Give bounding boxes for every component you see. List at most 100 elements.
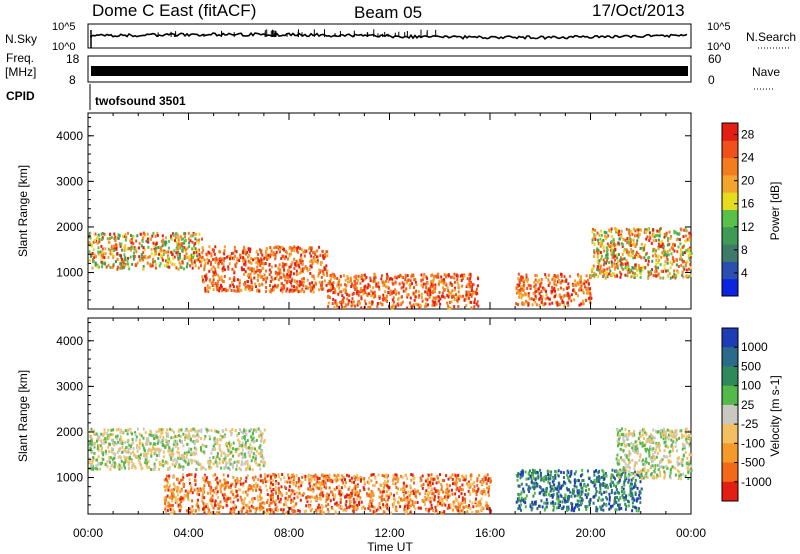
power-echo-cell xyxy=(608,261,611,265)
power-echo-cell xyxy=(217,261,220,265)
power-echo-cell xyxy=(154,234,157,238)
velocity-echo-cell xyxy=(427,473,430,477)
power-echo-cell xyxy=(269,246,272,249)
power-echo-cell xyxy=(186,246,189,250)
velocity-echo-cell xyxy=(395,505,398,509)
power-echo-cell xyxy=(385,298,387,302)
velocity-echo-cell xyxy=(315,482,318,486)
power-echo-cell xyxy=(647,276,650,280)
power-echo-cell xyxy=(128,247,131,250)
power-echo-cell xyxy=(672,257,675,261)
power-echo-cell xyxy=(317,255,319,259)
velocity-echo-cell xyxy=(482,480,485,484)
velocity-echo-cell xyxy=(185,461,187,465)
velocity-echo-cell xyxy=(383,498,386,501)
power-echo-cell xyxy=(244,258,247,262)
power-echo-cell xyxy=(391,298,394,302)
power-echo-cell xyxy=(333,288,336,292)
velocity-echo-cell xyxy=(229,462,232,466)
velocity-echo-cell xyxy=(314,508,317,512)
velocity-echo-cell xyxy=(232,465,235,469)
power-echo-cell xyxy=(348,299,351,303)
velocity-echo-cell xyxy=(280,492,283,496)
power-echo-cell xyxy=(101,232,104,235)
velocity-echo-cell xyxy=(318,506,321,510)
velocity-echo-cell xyxy=(438,499,440,503)
power-echo-cell xyxy=(283,284,286,288)
velocity-echo-cell xyxy=(199,462,202,466)
power-echo-cell xyxy=(671,275,674,279)
velocity-echo-cell xyxy=(288,488,291,492)
power-echo-cell xyxy=(292,272,295,276)
power-echo-cell xyxy=(257,260,260,263)
power-echo-cell xyxy=(367,283,370,287)
power-echo-cell xyxy=(605,246,608,250)
velocity-echo-cell xyxy=(155,434,157,438)
power-echo-cell xyxy=(651,234,654,238)
power-echo-cell xyxy=(443,278,445,282)
power-echo-cell xyxy=(290,252,292,256)
power-echo-cell xyxy=(357,278,360,282)
power-echo-cell xyxy=(651,259,654,263)
velocity-echo-cell xyxy=(260,433,263,437)
velocity-echo-cell xyxy=(163,478,166,482)
velocity-echo-cell xyxy=(280,485,283,489)
power-echo-cell xyxy=(689,262,692,266)
power-echo-cell xyxy=(331,282,334,286)
velocity-echo-cell xyxy=(173,484,176,488)
velocity-echo-cell xyxy=(422,483,425,486)
power-echo-cell xyxy=(212,250,215,253)
power-echo-cell xyxy=(154,259,156,263)
velocity-echo-cell xyxy=(161,431,164,434)
power-echo-cell xyxy=(108,241,111,245)
power-echo-cell xyxy=(378,285,381,289)
velocity-echo-cell xyxy=(146,465,149,469)
power-echo-cell xyxy=(682,235,685,239)
power-echo-cell xyxy=(576,281,579,285)
power-echo-cell xyxy=(236,278,239,282)
power-echo-cell xyxy=(574,283,577,287)
power-echo-cell xyxy=(630,238,633,242)
power-echo-cell xyxy=(334,299,337,303)
power-echo-cell xyxy=(255,285,257,288)
power-echo-cell xyxy=(277,266,280,270)
velocity-echo-cell xyxy=(191,440,194,443)
velocity-echo-cell xyxy=(243,434,246,438)
velocity-echo-cell xyxy=(194,473,197,477)
power-echo-cell xyxy=(593,251,596,255)
velocity-echo-cell xyxy=(155,458,158,462)
power-echo-cell xyxy=(630,275,633,279)
power-echo-cell xyxy=(221,267,224,271)
velocity-echo-cell xyxy=(215,430,218,433)
velocity-echo-cell xyxy=(439,473,441,477)
velocity-echo-cell xyxy=(529,469,531,473)
power-echo-cell xyxy=(203,267,206,271)
power-echo-cell xyxy=(660,255,663,259)
velocity-echo-cell xyxy=(240,460,243,464)
velocity-echo-cell xyxy=(107,445,110,449)
power-echo-cell xyxy=(616,266,619,270)
velocity-echo-cell xyxy=(310,477,313,481)
velocity-echo-cell xyxy=(298,479,301,483)
power-echo-cell xyxy=(281,261,284,265)
power-echo-cell xyxy=(148,255,151,259)
power-echo-cell xyxy=(446,286,449,290)
power-echo-cell xyxy=(538,292,541,296)
velocity-echo-cell xyxy=(204,480,207,484)
velocity-echo-cell xyxy=(108,450,110,454)
power-echo-cell xyxy=(338,286,341,290)
velocity-echo-cell xyxy=(356,490,359,494)
velocity-echo-cell xyxy=(105,449,107,453)
power-echo-cell xyxy=(112,264,115,268)
power-echo-cell xyxy=(640,228,642,232)
power-echo-cell xyxy=(397,291,400,295)
power-echo-cell xyxy=(289,273,292,277)
velocity-echo-cell xyxy=(456,508,458,512)
velocity-echo-cell xyxy=(170,436,173,440)
velocity-echo-cell xyxy=(165,486,168,490)
velocity-echo-cell xyxy=(457,477,460,481)
power-echo-cell xyxy=(684,228,687,232)
power-echo-cell xyxy=(234,249,237,253)
power-echo-cell xyxy=(597,275,600,279)
velocity-echo-cell xyxy=(403,488,406,492)
